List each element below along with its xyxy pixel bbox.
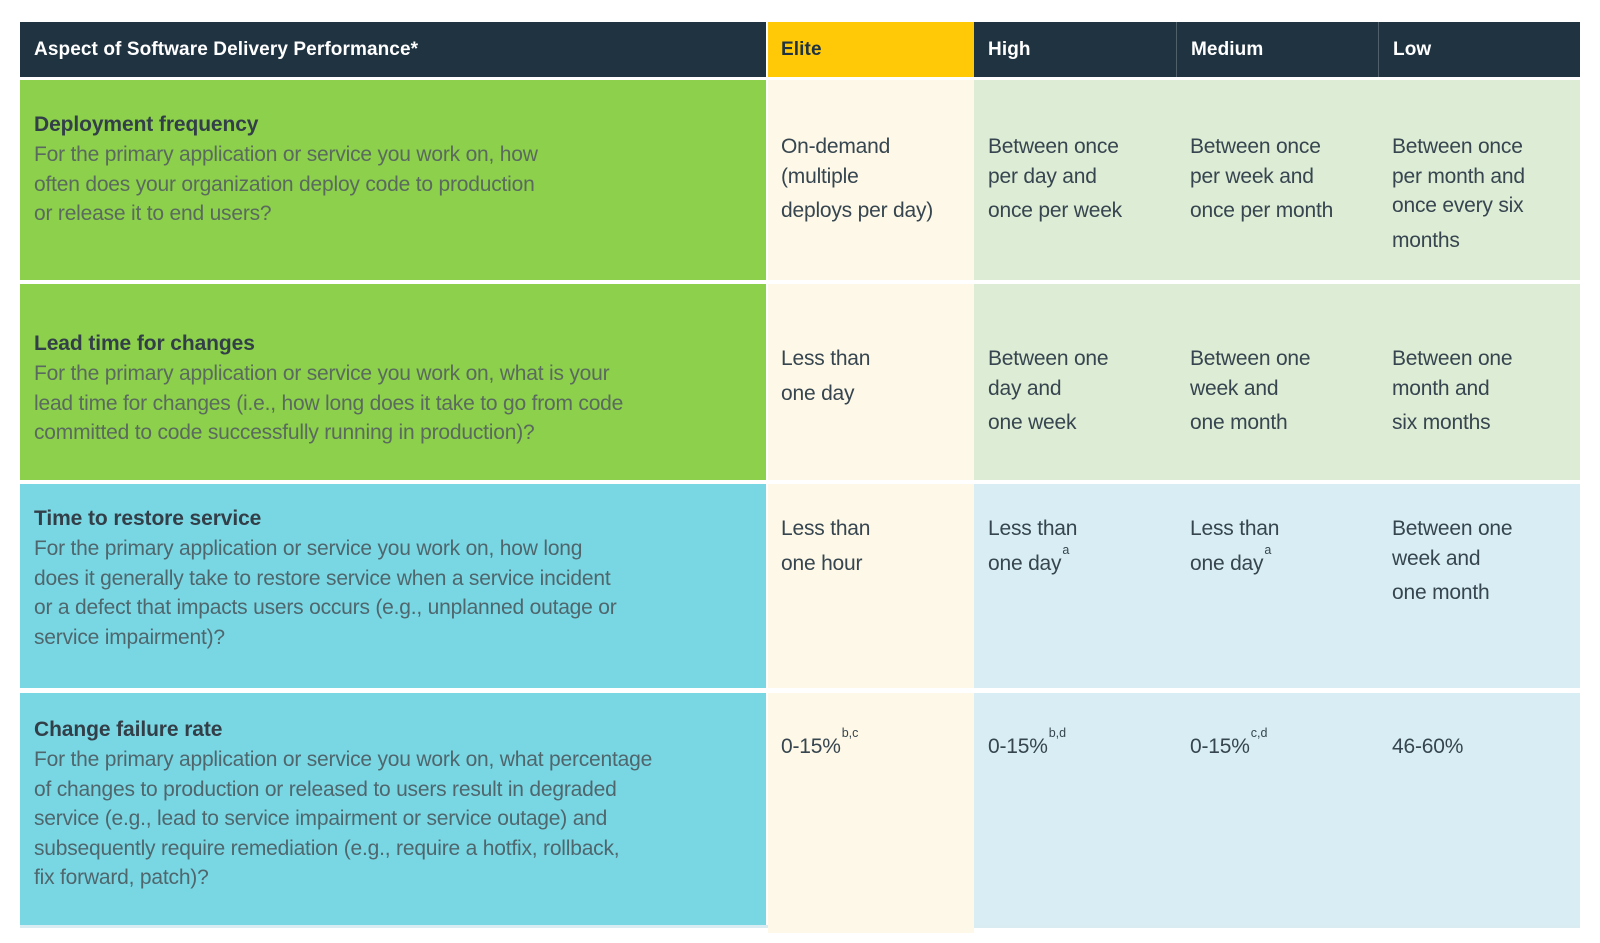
value-text: 46-60%	[1392, 735, 1464, 758]
header-medium-cell: Medium	[1176, 22, 1378, 77]
value-text: Between one day and one week	[988, 347, 1109, 434]
table-row-lead-time-for-changes: Lead time for changes For the primary ap…	[20, 284, 1580, 480]
value-text: 0-15%	[781, 735, 841, 758]
header-medium-label: Medium	[1191, 38, 1264, 60]
row-label-cell: Lead time for changes For the primary ap…	[20, 284, 768, 480]
cell-medium-value: Between one week and one month	[1176, 284, 1378, 480]
cutoff-high-segment	[974, 925, 1176, 933]
cutoff-label-segment	[20, 925, 768, 933]
row-title: Time to restore service	[34, 507, 262, 530]
row-description: For the primary application or service y…	[34, 362, 624, 444]
value-text: 0-15%	[1190, 735, 1250, 758]
value-text: Between once per week and once per month	[1190, 135, 1334, 222]
value-text: Between one week and one month	[1392, 517, 1513, 604]
cutoff-medium-segment	[1176, 925, 1378, 933]
cell-high-value: Between one day and one week	[974, 284, 1176, 480]
cell-high-value: Between once per day and once per week	[974, 80, 1176, 280]
header-high-cell: High	[974, 22, 1176, 77]
header-aspect-label: Aspect of Software Delivery Performance*	[34, 38, 419, 60]
cell-elite-value: On-demand (multiple deploys per day)	[768, 80, 974, 280]
footnote-marker: b,d	[1048, 726, 1067, 740]
table-row-time-to-restore-service: Time to restore service For the primary …	[20, 484, 1580, 688]
cell-medium-value: Between once per week and once per month	[1176, 80, 1378, 280]
cell-low-value: Between once per month and once every si…	[1378, 80, 1580, 280]
value-text: Between one week and one month	[1190, 347, 1311, 434]
dora-performance-table: Aspect of Software Delivery Performance*…	[20, 22, 1580, 933]
cell-elite-value: Less than one hour	[768, 484, 974, 688]
header-elite-label: Elite	[781, 38, 822, 60]
row-description: For the primary application or service y…	[34, 143, 538, 225]
cell-low-value: Between one week and one month	[1378, 484, 1580, 688]
header-low-cell: Low	[1378, 22, 1580, 77]
header-high-label: High	[988, 38, 1031, 60]
value-text: Less than one day	[781, 347, 871, 405]
footnote-marker: a	[1264, 542, 1272, 557]
header-aspect-cell: Aspect of Software Delivery Performance*	[20, 22, 768, 77]
cutoff-elite-segment	[768, 925, 974, 933]
footnote-marker: b,c	[841, 726, 859, 740]
value-text: Less than one day	[1190, 517, 1280, 575]
row-description: For the primary application or service y…	[34, 537, 617, 649]
row-title: Lead time for changes	[34, 332, 255, 355]
value-text: 0-15%	[988, 735, 1048, 758]
value-text: Between once per month and once every si…	[1392, 135, 1525, 252]
cell-medium-value: Less than one daya	[1176, 484, 1378, 688]
footnote-marker: a	[1062, 542, 1070, 557]
cell-elite-value: Less than one day	[768, 284, 974, 480]
cell-low-value: 46-60%	[1378, 693, 1580, 925]
row-label-cell: Deployment frequency For the primary app…	[20, 80, 768, 280]
row-label-cell: Time to restore service For the primary …	[20, 484, 768, 688]
table-cutoff-strip	[20, 925, 1580, 933]
cell-high-value: Less than one daya	[974, 484, 1176, 688]
row-description: For the primary application or service y…	[34, 748, 653, 889]
value-text: Between one month and six months	[1392, 347, 1513, 434]
table-header-row: Aspect of Software Delivery Performance*…	[20, 22, 1580, 77]
value-text: Less than one day	[988, 517, 1078, 575]
value-text: Less than one hour	[781, 517, 871, 575]
header-elite-cell: Elite	[768, 22, 974, 77]
value-text: On-demand (multiple deploys per day)	[781, 135, 934, 222]
row-title: Deployment frequency	[34, 113, 259, 136]
table-row-deployment-frequency: Deployment frequency For the primary app…	[20, 80, 1580, 280]
row-title: Change failure rate	[34, 718, 223, 741]
value-text: Between once per day and once per week	[988, 135, 1122, 222]
header-low-label: Low	[1393, 38, 1432, 60]
cutoff-low-segment	[1378, 925, 1580, 933]
cell-elite-value: 0-15%b,c	[768, 693, 974, 925]
table-row-change-failure-rate: Change failure rate For the primary appl…	[20, 693, 1580, 925]
cell-low-value: Between one month and six months	[1378, 284, 1580, 480]
row-label-cell: Change failure rate For the primary appl…	[20, 693, 768, 925]
cell-medium-value: 0-15%c,d	[1176, 693, 1378, 925]
footnote-marker: c,d	[1250, 726, 1268, 740]
cell-high-value: 0-15%b,d	[974, 693, 1176, 925]
